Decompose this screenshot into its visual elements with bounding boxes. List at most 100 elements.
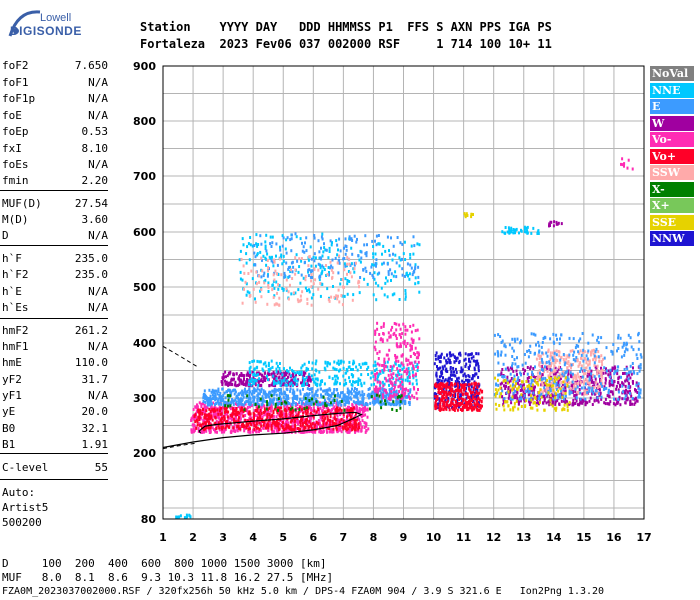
echo-point xyxy=(263,371,266,375)
echo-point xyxy=(543,367,546,371)
echo-point xyxy=(278,391,281,395)
echo-point xyxy=(376,396,379,400)
echo-point xyxy=(582,359,585,363)
echo-point xyxy=(321,430,324,434)
echo-point xyxy=(200,409,203,413)
echo-point xyxy=(316,394,319,398)
echo-point xyxy=(281,383,284,387)
echo-point xyxy=(294,382,296,386)
echo-point xyxy=(227,404,229,408)
echo-point xyxy=(366,407,369,411)
echo-point xyxy=(635,383,638,387)
echo-point xyxy=(368,393,371,397)
echo-point xyxy=(348,413,351,417)
echo-point xyxy=(570,363,573,367)
param-name: fmin xyxy=(2,174,29,187)
echo-point xyxy=(261,403,263,407)
echo-point xyxy=(465,392,468,396)
echo-point xyxy=(239,277,242,281)
echo-point xyxy=(309,379,312,383)
echo-point xyxy=(601,384,604,388)
echo-point xyxy=(330,424,333,427)
echo-point xyxy=(327,256,330,260)
echo-point xyxy=(303,430,306,434)
echo-point xyxy=(585,354,588,358)
echo-point xyxy=(477,352,480,356)
echo-point xyxy=(387,395,390,399)
echo-point xyxy=(555,333,558,337)
echo-point xyxy=(290,413,293,417)
echo-point xyxy=(457,391,460,395)
echo-point xyxy=(298,406,301,410)
echo-point xyxy=(287,375,289,379)
echo-point xyxy=(270,427,273,431)
echo-point xyxy=(190,419,193,422)
echo-point xyxy=(291,426,294,430)
echo-point xyxy=(457,389,460,393)
echo-point xyxy=(538,361,541,365)
echo-point xyxy=(295,383,298,386)
echo-point xyxy=(264,244,267,248)
echo-point xyxy=(245,390,248,394)
echo-point xyxy=(450,382,453,386)
echo-point xyxy=(582,399,585,403)
echo-point xyxy=(332,390,335,394)
echo-point xyxy=(228,388,231,392)
echo-point xyxy=(284,383,287,387)
echo-point xyxy=(500,353,502,357)
echo-point xyxy=(509,372,512,376)
echo-point xyxy=(297,288,300,292)
echo-point xyxy=(362,396,365,400)
echo-point xyxy=(225,375,227,379)
echo-point xyxy=(217,397,220,401)
echo-point xyxy=(391,383,394,387)
echo-point xyxy=(328,430,331,434)
echo-point xyxy=(327,361,330,365)
echo-point xyxy=(282,259,285,263)
echo-point xyxy=(250,404,253,408)
echo-point xyxy=(279,423,282,426)
echo-point xyxy=(552,400,555,403)
echo-point xyxy=(324,392,327,396)
auto-program: Artist5 xyxy=(2,501,49,514)
echo-point xyxy=(247,419,250,423)
echo-point xyxy=(219,391,222,395)
echo-point xyxy=(236,413,239,417)
echo-point xyxy=(434,354,437,357)
echo-point xyxy=(314,423,317,427)
echo-point xyxy=(593,384,596,388)
echo-point xyxy=(332,430,335,434)
echo-point xyxy=(392,394,395,398)
echo-point xyxy=(537,390,540,394)
echo-point xyxy=(385,391,388,394)
echo-point xyxy=(260,411,263,415)
echo-point xyxy=(381,399,384,403)
echo-point xyxy=(203,413,206,417)
echo-point xyxy=(516,390,519,394)
echo-point xyxy=(311,367,314,371)
echo-point xyxy=(355,365,358,369)
echo-point xyxy=(263,413,266,417)
echo-point xyxy=(639,353,642,357)
echo-point xyxy=(313,425,316,429)
echo-point xyxy=(567,369,570,373)
echo-point xyxy=(375,397,378,401)
echo-point xyxy=(354,412,357,416)
echo-point xyxy=(193,417,196,421)
echo-point xyxy=(351,403,354,407)
echo-point xyxy=(276,411,279,415)
echo-point xyxy=(442,404,445,408)
echo-point xyxy=(230,429,233,433)
echo-point xyxy=(339,368,342,372)
echo-point xyxy=(460,390,463,394)
echo-point xyxy=(637,384,640,388)
echo-point xyxy=(617,376,620,380)
param-value: 3.60 xyxy=(81,213,109,226)
echo-point xyxy=(218,428,221,432)
echo-point xyxy=(291,380,294,384)
echo-point xyxy=(307,426,310,430)
echo-point xyxy=(495,407,498,411)
echo-point xyxy=(302,383,305,387)
echo-point xyxy=(347,392,350,396)
echo-point xyxy=(298,401,301,405)
